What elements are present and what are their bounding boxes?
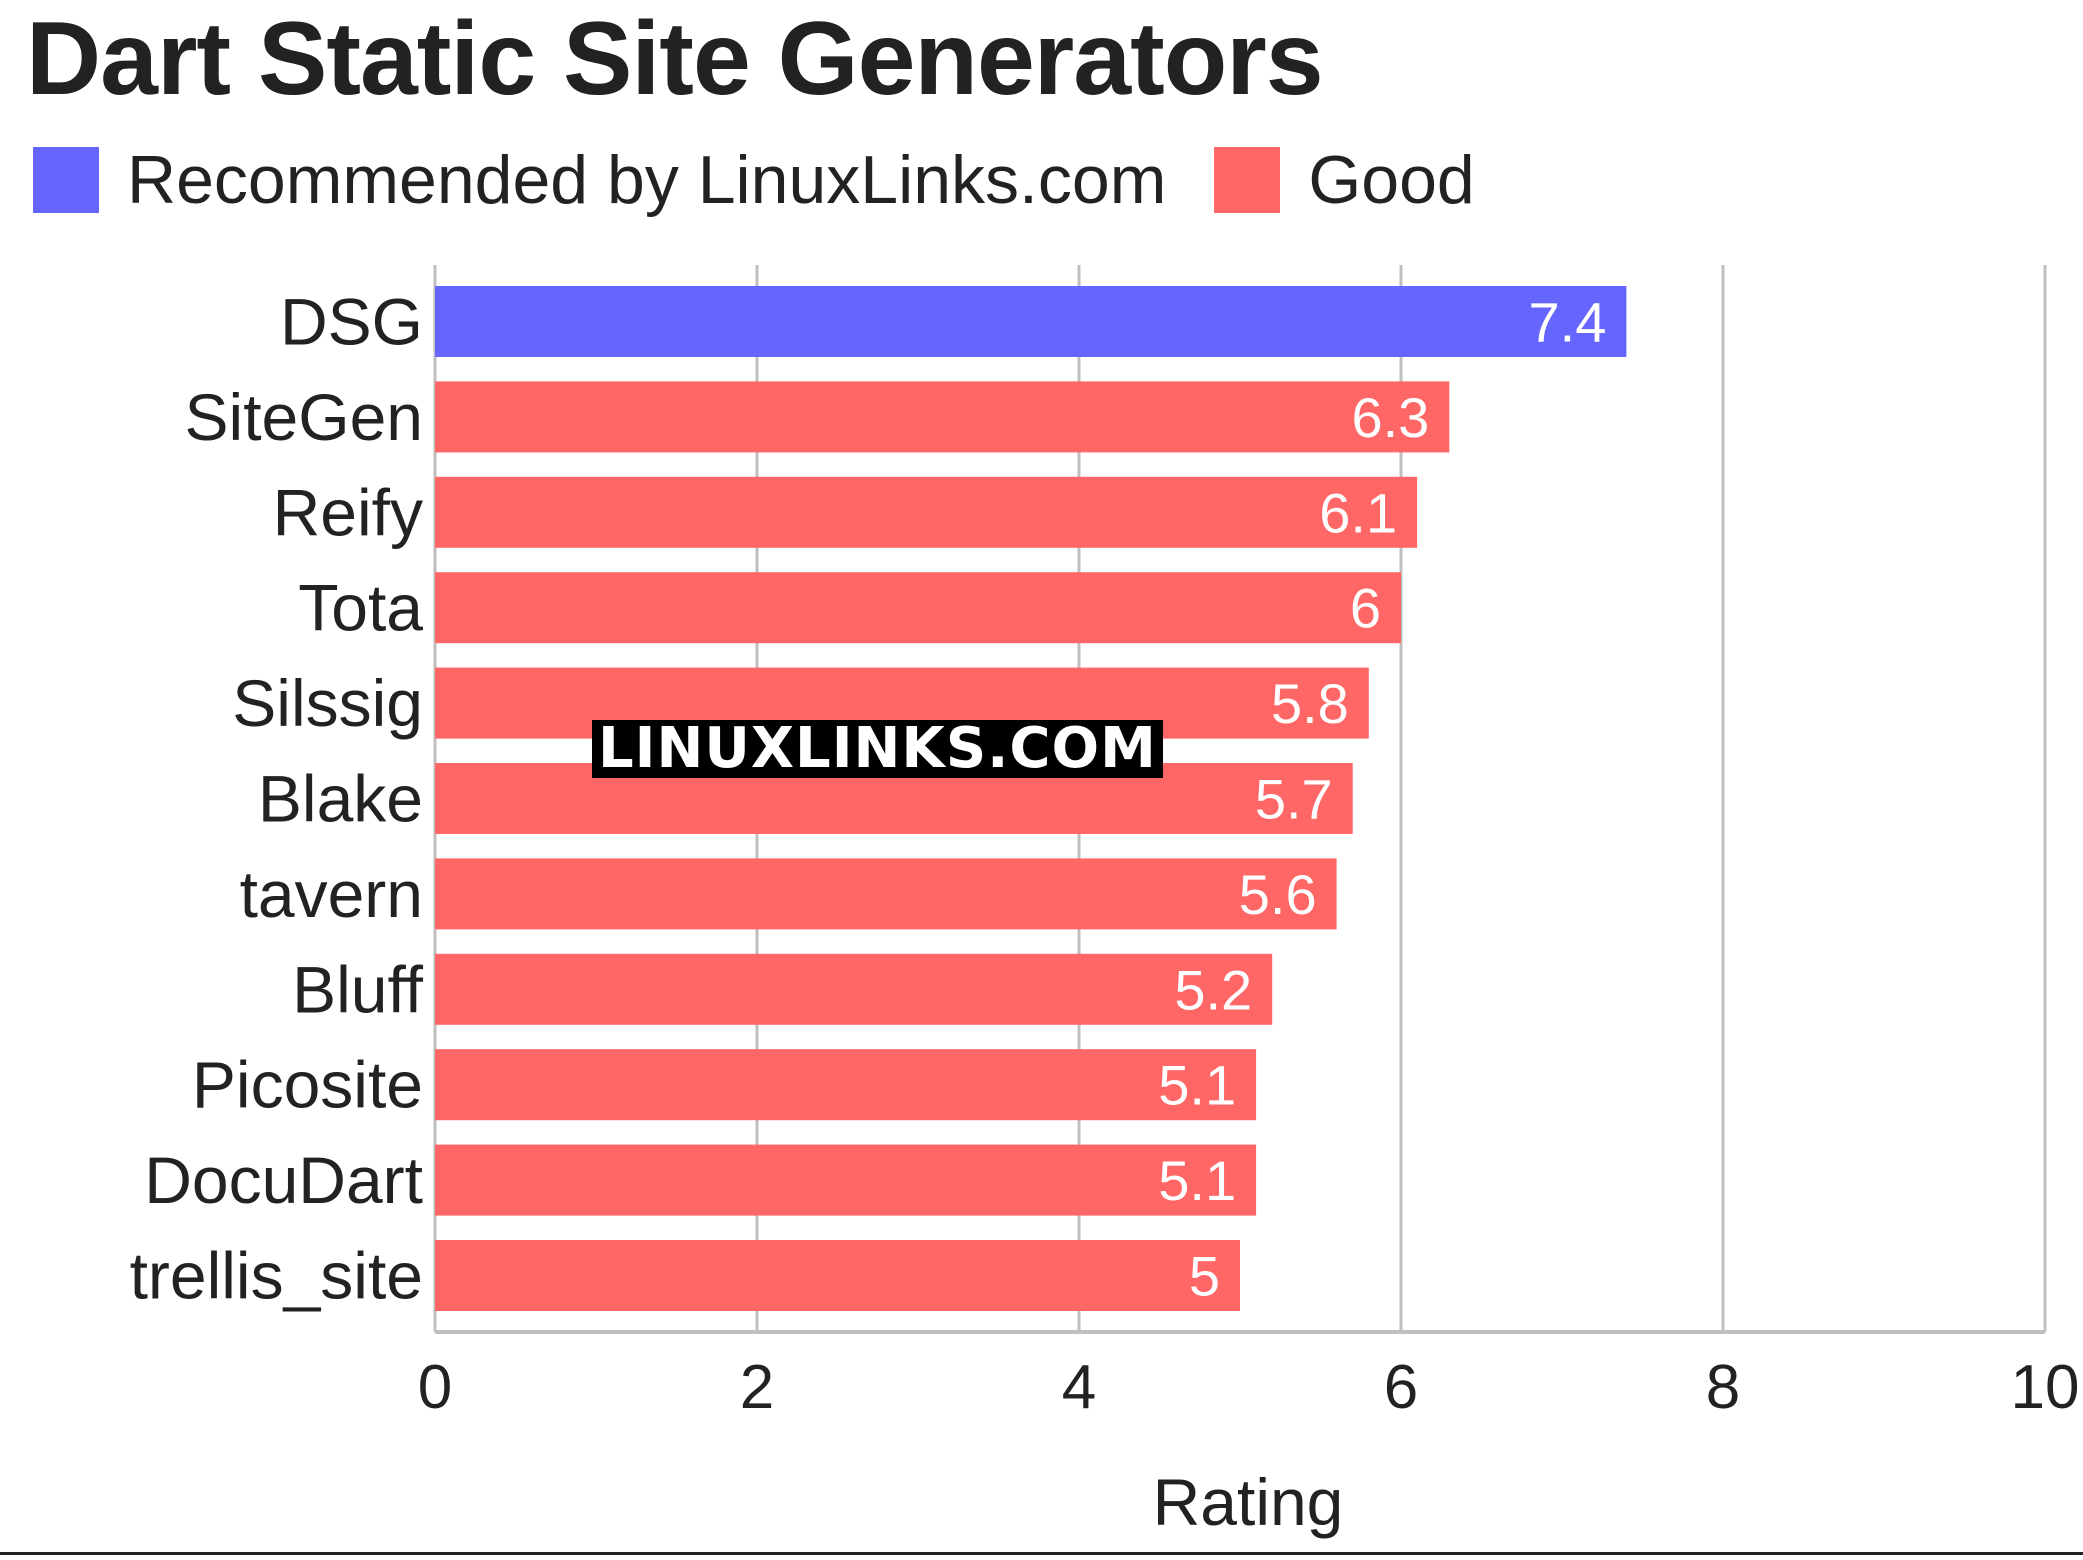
value-label: 5 (1189, 1245, 1220, 1308)
category-label: DSG (280, 285, 423, 359)
legend-label-recommended: Recommended by LinuxLinks.com (127, 142, 1167, 218)
value-label: 7.4 (1529, 291, 1607, 354)
category-label: tavern (240, 857, 423, 931)
bar-sitegen (435, 381, 1450, 453)
legend-swatch-good (1214, 147, 1281, 213)
x-tick-label: 4 (1062, 1353, 1096, 1422)
bar-reify (435, 476, 1418, 548)
category-labels: DSG SiteGen Reify Tota Silssig Blake tavern Blu… (130, 285, 424, 1313)
bar-trellis-site (435, 1240, 1240, 1311)
legend-label-good: Good (1308, 142, 1475, 218)
value-label: 5.7 (1255, 768, 1333, 831)
category-label: Reify (273, 475, 423, 549)
value-label: 6.3 (1351, 386, 1429, 449)
tick-labels: 0 2 4 6 8 10 (418, 1353, 2080, 1422)
category-label: DocuDart (144, 1143, 423, 1217)
bar-bluff (435, 953, 1273, 1025)
value-label: 6 (1350, 577, 1381, 640)
x-tick-label: 8 (1706, 1353, 1740, 1422)
watermark-logo: LINUXLINKS.COM (592, 720, 1163, 778)
category-label: trellis_site (130, 1239, 423, 1313)
category-label: Bluff (292, 952, 424, 1026)
bar-picosite (435, 1049, 1257, 1121)
value-labels: 7.4 6.3 6.1 65.8 5.7 5.6 5.2 5.1 5.1 5 (1158, 291, 1606, 1308)
legend-item-recommended: Recommended by LinuxLinks.com (33, 141, 1166, 219)
value-label: 5.8 (1271, 672, 1349, 735)
x-tick-label: 2 (740, 1353, 774, 1422)
bars (435, 286, 1627, 1311)
x-tick-label: 0 (418, 1353, 452, 1422)
value-label: 5.1 (1158, 1149, 1236, 1212)
category-label: Silssig (232, 666, 423, 740)
bar-dsg (435, 286, 1627, 357)
value-label: 5.6 (1239, 863, 1317, 926)
legend: Recommended by LinuxLinks.com Good (33, 142, 1523, 218)
category-label: Tota (298, 571, 423, 645)
bar-tavern (435, 858, 1337, 930)
category-label: Picosite (192, 1048, 423, 1122)
x-tick-label: 6 (1384, 1353, 1418, 1422)
bottom-rule (0, 1552, 2083, 1555)
category-label: Blake (258, 762, 423, 836)
legend-swatch-recommended (33, 147, 99, 213)
value-label: 5.2 (1174, 958, 1252, 1021)
bar-tota (435, 572, 1401, 644)
bar-docudart (435, 1144, 1257, 1216)
category-label: SiteGen (185, 380, 423, 454)
legend-item-good: Good (1214, 141, 1475, 219)
x-tick-label: 10 (2011, 1353, 2080, 1422)
chart-title: Dart Static Site Generators (26, 1, 1324, 117)
value-label: 6.1 (1319, 481, 1397, 544)
value-label: 5.1 (1158, 1054, 1236, 1117)
x-axis-title: Rating (1153, 1465, 1344, 1539)
